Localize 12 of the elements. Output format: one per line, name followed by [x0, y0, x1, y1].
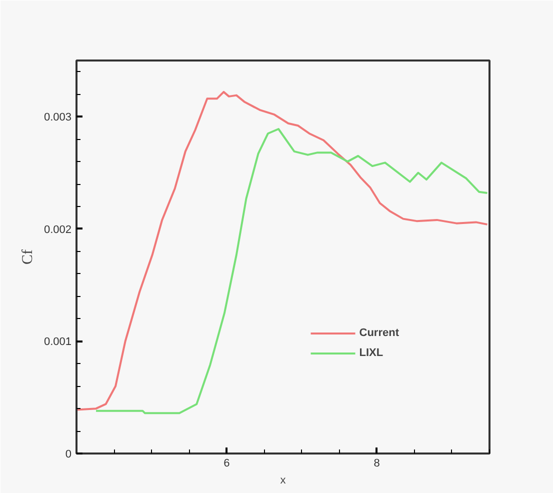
y-tick-label: 0: [65, 448, 72, 460]
x-tick-label: 8: [374, 458, 380, 470]
line-series: [95, 128, 488, 414]
y-tick-label: 0.002: [44, 224, 72, 236]
x-axis-title: x: [280, 474, 286, 486]
line-series: [76, 90, 488, 411]
legend-label: LIXL: [359, 347, 384, 359]
x-tick-label: 6: [224, 458, 230, 470]
legend-label: Current: [359, 327, 399, 339]
y-axis-title: Cf: [20, 249, 36, 264]
y-tick-label: 0.003: [44, 112, 72, 124]
y-tick-label: 0.001: [44, 336, 72, 348]
